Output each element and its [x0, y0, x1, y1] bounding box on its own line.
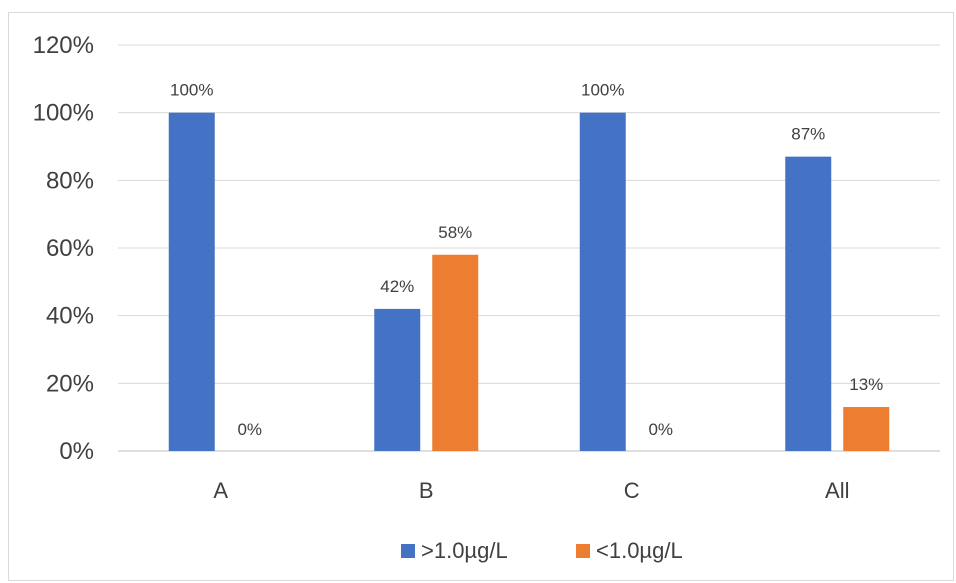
- bar-below-b: [432, 254, 479, 451]
- y-tick-label: 80%: [46, 167, 94, 194]
- data-label: 100%: [581, 81, 624, 100]
- y-tick-label: 60%: [46, 235, 94, 262]
- data-label: 0%: [648, 420, 673, 439]
- data-label: 100%: [170, 81, 213, 100]
- data-label: 87%: [791, 125, 825, 144]
- legend-label: <1.0µg/L: [596, 538, 683, 563]
- bar-below-all: [843, 407, 890, 451]
- legend-label: >1.0µg/L: [421, 538, 508, 563]
- x-category-label: B: [419, 478, 434, 503]
- data-label: 42%: [380, 277, 414, 296]
- y-tick-label: 20%: [46, 370, 94, 397]
- bar-above-a: [168, 112, 215, 452]
- y-tick-label: 120%: [33, 32, 94, 59]
- bar-above-all: [785, 156, 832, 451]
- y-tick-label: 40%: [46, 303, 94, 330]
- y-tick-label: 100%: [33, 100, 94, 127]
- x-category-label: All: [825, 478, 849, 503]
- data-label: 58%: [438, 223, 472, 242]
- x-category-label: C: [624, 478, 640, 503]
- data-label: 13%: [849, 375, 883, 394]
- x-category-label: A: [213, 478, 228, 503]
- data-label: 0%: [237, 420, 262, 439]
- y-tick-label: 0%: [59, 438, 94, 465]
- bar-above-b: [374, 308, 421, 451]
- legend-swatch: [401, 544, 415, 558]
- bar-above-c: [579, 112, 626, 452]
- legend-swatch: [576, 544, 590, 558]
